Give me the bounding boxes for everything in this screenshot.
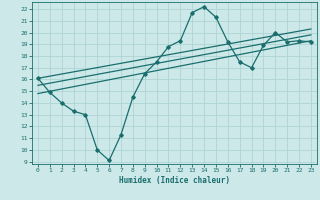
X-axis label: Humidex (Indice chaleur): Humidex (Indice chaleur): [119, 176, 230, 185]
